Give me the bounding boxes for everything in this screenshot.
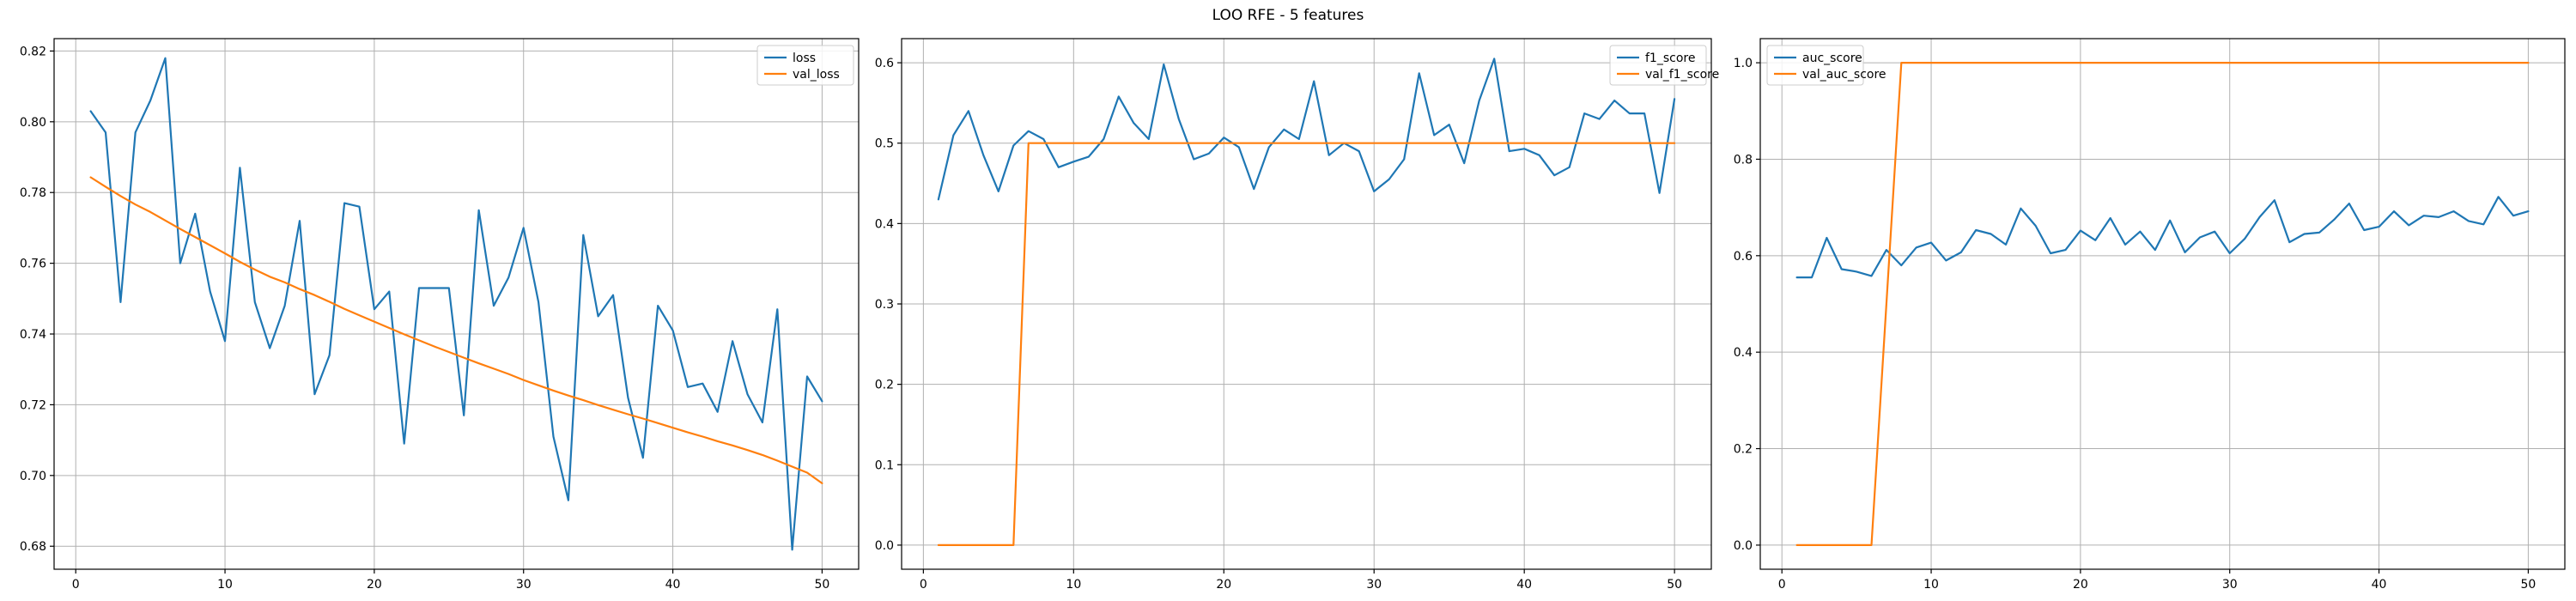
axes-frame [53,38,860,570]
legend-entry-val-auc-score: val_auc_score [1802,68,1886,82]
y-tick-label: 0.70 [20,470,46,483]
series-line-auc-score [1795,196,2530,279]
y-tick-label: 0.76 [20,258,46,271]
legend-entry-loss: loss [793,52,816,65]
x-tick-label: 30 [1366,578,1382,592]
series-line-val-auc-score [1795,61,2530,547]
x-tick-label: 40 [665,578,681,592]
x-tick-label: 20 [367,578,382,592]
y-tick-label: 0.80 [20,116,46,130]
y-tick-label: 0.2 [1734,443,1753,457]
loss-chart: 0 10 20 30 40 50 0.68 0.70 0.72 0.74 0.76 0.78 0.80 0… [20,38,860,592]
y-tick-label: 0.4 [875,217,894,231]
y-tick-label: 0.4 [1734,346,1753,360]
x-tick-label: 10 [217,578,233,592]
series-line-val-f1-score [937,142,1676,547]
y-tick-label: 0.8 [1734,153,1753,167]
f1-score-chart: 0 10 20 30 40 50 0.0 0.1 0.2 0.3 0.4 0.5 0.6 f1_score… [875,38,1719,592]
auc-score-chart: 0 10 20 30 40 50 0.0 0.2 0.4 0.6 0.8 1.0 auc_scoreva… [1734,38,2566,592]
x-tick-label: 50 [1667,578,1682,592]
y-tick-label: 0.5 [875,137,894,151]
x-tick-label: 20 [1216,578,1231,592]
y-tick-label: 0.0 [875,539,894,553]
y-tick-label: 0.6 [875,57,894,70]
x-tick-label: 0 [1778,578,1786,592]
series-line-f1-score [937,58,1676,201]
x-tick-label: 30 [516,578,532,592]
legend-frame [1609,45,1707,86]
y-tick-label: 1.0 [1734,57,1753,70]
y-tick-label: 0.1 [875,458,894,472]
x-tick-label: 50 [814,578,829,592]
y-tick-label: 0.82 [20,45,46,58]
x-tick-label: 40 [1516,578,1532,592]
legend-entry-f1-score: f1_score [1645,52,1695,65]
series-line-val-loss [89,176,823,485]
y-tick-label: 0.2 [875,379,894,392]
x-tick-label: 50 [2520,578,2536,592]
y-tick-label: 0.0 [1734,539,1753,553]
x-tick-label: 10 [1923,578,1939,592]
legend-frame [1766,45,1864,86]
legend-entry-auc-score: auc_score [1802,52,1862,65]
axes-frame [1759,38,2566,570]
legend-entry-val-loss: val_loss [793,68,840,82]
y-tick-label: 0.78 [20,186,46,200]
x-tick-label: 0 [72,578,80,592]
y-tick-label: 0.6 [1734,250,1753,264]
legend: auc_score val_auc_score [1766,45,1886,86]
legend-frame [756,45,854,86]
series-line-loss [89,57,823,551]
x-tick-label: 40 [2372,578,2387,592]
y-tick-label: 0.74 [20,328,46,342]
y-tick-label: 0.68 [20,540,46,554]
legend: f1_score val_f1_score [1609,45,1719,86]
y-tick-label: 0.72 [20,398,46,412]
x-tick-label: 20 [2073,578,2088,592]
legend-entry-val-f1-score: val_f1_score [1645,68,1719,82]
x-tick-label: 10 [1066,578,1081,592]
legend: loss val_loss [756,45,854,86]
x-tick-label: 30 [2222,578,2238,592]
figure-title: LOO RFE - 5 features [1212,7,1364,24]
x-tick-label: 0 [920,578,927,592]
y-tick-label: 0.3 [875,298,894,312]
